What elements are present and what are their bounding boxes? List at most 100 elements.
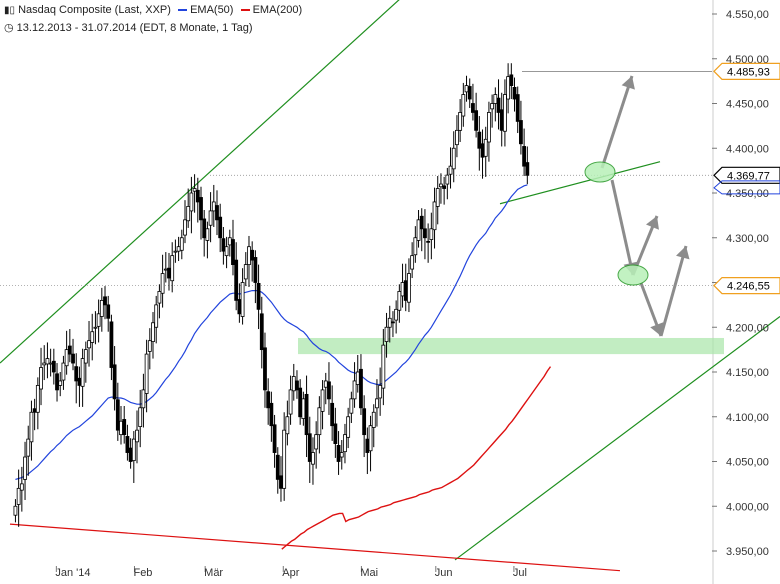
candle-body: [135, 429, 139, 443]
candle-body: [343, 434, 347, 453]
candle-body: [490, 103, 495, 110]
candle-body: [391, 321, 395, 324]
candle-body: [467, 86, 472, 100]
candle-body: [106, 304, 111, 319]
candle-body: [445, 174, 450, 185]
price-tag-label: 4.369,77: [727, 170, 770, 182]
candle-body: [183, 219, 187, 236]
candle-body: [355, 371, 360, 385]
short-trend-line: [499, 161, 661, 205]
candle-body: [323, 380, 328, 388]
price-tag-label: 4.246,55: [727, 281, 770, 293]
candle-body: [301, 398, 306, 419]
candle-body: [147, 340, 152, 352]
candle-body: [103, 296, 107, 306]
candle-body: [375, 398, 379, 409]
candle-body: [90, 331, 95, 343]
candle-body: [295, 380, 299, 391]
arrow-up-2-head: [645, 216, 659, 230]
candle-body: [314, 434, 319, 450]
candle-body: [506, 76, 511, 100]
arrow-up-3-head: [676, 246, 690, 260]
y-tick-label: 4.450,00: [726, 99, 769, 111]
y-tick-label: 4.150,00: [726, 367, 769, 379]
candle-body: [410, 255, 415, 270]
candle-body: [45, 358, 50, 365]
candle-body: [250, 249, 255, 261]
candle-body: [378, 385, 383, 399]
highlight-ellipse-1: [584, 161, 616, 183]
candle-body: [307, 433, 312, 462]
price-tag-box: [713, 62, 780, 80]
candle-body: [515, 94, 520, 122]
arrow-up-1: [600, 75, 634, 169]
candle-body: [346, 416, 351, 438]
candle-body: [227, 237, 232, 246]
price-tag-box: [713, 276, 780, 295]
candle-body: [215, 205, 219, 221]
candle-body: [51, 360, 56, 373]
candle-body: [64, 349, 69, 367]
candle-body: [163, 268, 168, 271]
candle-body: [272, 424, 277, 453]
candle-body: [32, 408, 37, 413]
candle-body: [333, 423, 338, 445]
price-tag-label: 4.485,93: [727, 66, 770, 78]
highlight-ellipse-2: [617, 264, 649, 286]
candle-body: [448, 165, 453, 175]
candle-body: [19, 483, 24, 491]
arrow-down-1: [610, 179, 635, 276]
candle-body: [471, 103, 475, 113]
y-tick-label: 4.100,00: [726, 412, 769, 424]
legend-ema200-label: EMA(200): [252, 4, 303, 16]
candle-body: [112, 364, 117, 400]
candle-body: [263, 347, 267, 391]
candle-body: [61, 362, 66, 381]
y-tick-label: 4.000,00: [726, 501, 769, 513]
candle-body: [397, 291, 402, 311]
price-tags: 4.485,93 4.369,77 4.246,55: [713, 62, 780, 295]
candle-body: [205, 228, 210, 241]
arrow-up-3: [659, 245, 688, 337]
candle-body: [288, 389, 293, 415]
candle-body: [493, 94, 498, 104]
candle-body: [266, 391, 271, 409]
candle-body: [240, 282, 245, 317]
candle-body: [157, 291, 162, 304]
candle-body: [362, 408, 367, 436]
candle-body: [39, 367, 43, 390]
candles: [13, 63, 530, 527]
candle-body: [77, 377, 82, 386]
candle-body: [269, 402, 274, 427]
candle-body: [365, 438, 370, 453]
x-tick-label: Jul: [513, 567, 527, 579]
candle-body: [109, 321, 114, 368]
candle-body: [23, 456, 27, 480]
candle-body: [384, 326, 389, 342]
candle-body: [298, 387, 303, 418]
candle-body: [141, 389, 146, 409]
ema200-line: [281, 366, 552, 550]
candle-body: [387, 317, 392, 328]
chart-title-row: ▮▯ Nasdaq Composite (Last, XXP) EMA(50) …: [4, 4, 302, 16]
candle-body: [144, 353, 149, 394]
candle-body: [125, 436, 130, 453]
candle-body: [407, 273, 411, 303]
candle-body: [477, 131, 482, 149]
lower-channel-line: [454, 316, 780, 561]
candle-body: [29, 411, 34, 443]
candle-body: [320, 389, 325, 412]
candle-body: [282, 429, 287, 489]
candle-body: [381, 344, 386, 389]
candle-body: [80, 358, 85, 387]
candle-body: [231, 239, 235, 265]
candle-body: [138, 407, 143, 427]
candle-body: [186, 206, 191, 222]
y-tick-label: 4.300,00: [726, 233, 769, 245]
candle-body: [275, 454, 280, 480]
candle-body: [419, 215, 424, 230]
candle-body: [170, 255, 175, 282]
ema50-value-tag: [713, 180, 780, 195]
candle-body: [285, 416, 290, 435]
